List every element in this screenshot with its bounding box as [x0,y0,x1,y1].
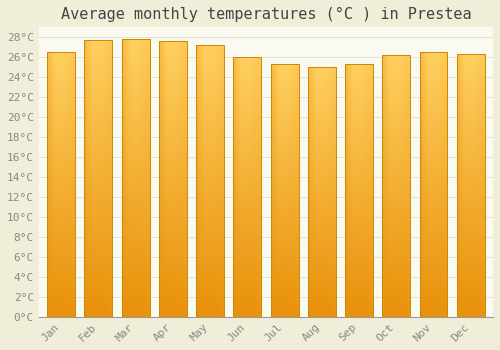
Bar [308,67,336,317]
Title: Average monthly temperatures (°C ) in Prestea: Average monthly temperatures (°C ) in Pr… [60,7,471,22]
Bar [234,57,262,317]
Bar [382,55,410,317]
Bar [420,52,448,317]
Bar [457,54,484,317]
Bar [84,40,112,317]
Bar [270,64,298,317]
Bar [159,41,187,317]
Bar [47,52,75,317]
Bar [345,64,373,317]
Bar [122,39,150,317]
Bar [196,45,224,317]
